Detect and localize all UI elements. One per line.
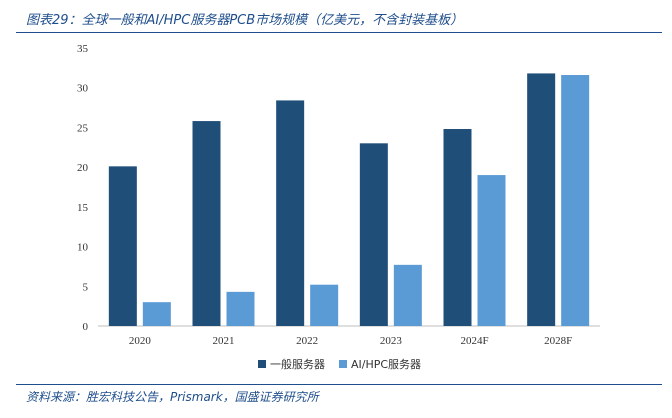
bar-ai-hpc-2028F bbox=[561, 75, 590, 327]
bar-general-2022 bbox=[276, 100, 305, 327]
y-tick-label: 20 bbox=[77, 162, 89, 174]
x-tick-label: 2020 bbox=[129, 335, 152, 347]
legend-label: AI/HPC服务器 bbox=[351, 358, 421, 371]
bar-ai-hpc-2024F bbox=[477, 175, 506, 326]
y-axis: 0 5 10 15 20 25 30 35 bbox=[77, 43, 89, 333]
x-tick-label: 2023 bbox=[380, 335, 403, 347]
legend-swatch bbox=[258, 360, 266, 368]
y-tick-label: 15 bbox=[77, 202, 89, 214]
figure-title: 图表29：全球一般和AI/HPC服务器PCB市场规模（亿美元，不含封装基板） bbox=[26, 13, 464, 28]
bar-general-2028F bbox=[527, 73, 556, 326]
y-tick-label: 0 bbox=[83, 321, 89, 333]
legend: 一般服务器 AI/HPC服务器 bbox=[258, 358, 421, 371]
bar-ai-hpc-2022 bbox=[310, 284, 339, 326]
x-tick-label: 2022 bbox=[296, 335, 318, 347]
bar-general-2021 bbox=[192, 121, 221, 327]
x-tick-label: 2028F bbox=[544, 335, 572, 347]
x-axis: 2020 2021 2022 2023 2024F 2028F bbox=[98, 325, 600, 347]
y-tick-label: 30 bbox=[77, 83, 89, 95]
title-divider bbox=[16, 32, 662, 33]
x-tick-label: 2021 bbox=[213, 335, 235, 347]
y-tick-label: 5 bbox=[83, 281, 89, 293]
source-divider bbox=[16, 384, 662, 385]
bar-general-2020 bbox=[108, 166, 137, 326]
y-tick-label: 35 bbox=[77, 43, 89, 55]
bars bbox=[108, 73, 590, 327]
legend-swatch bbox=[339, 360, 347, 368]
y-tick-label: 10 bbox=[77, 242, 89, 254]
bar-general-2023 bbox=[359, 143, 388, 326]
bar-ai-hpc-2023 bbox=[393, 264, 422, 326]
bar-ai-hpc-2020 bbox=[142, 302, 171, 326]
y-tick-label: 25 bbox=[77, 122, 89, 134]
x-tick-label: 2024F bbox=[460, 335, 488, 347]
source-note: 资料来源：胜宏科技公告，Prismark，国盛证券研究所 bbox=[26, 390, 319, 404]
legend-label: 一般服务器 bbox=[270, 358, 325, 371]
bar-ai-hpc-2021 bbox=[226, 291, 255, 326]
bar-general-2024F bbox=[443, 129, 472, 326]
